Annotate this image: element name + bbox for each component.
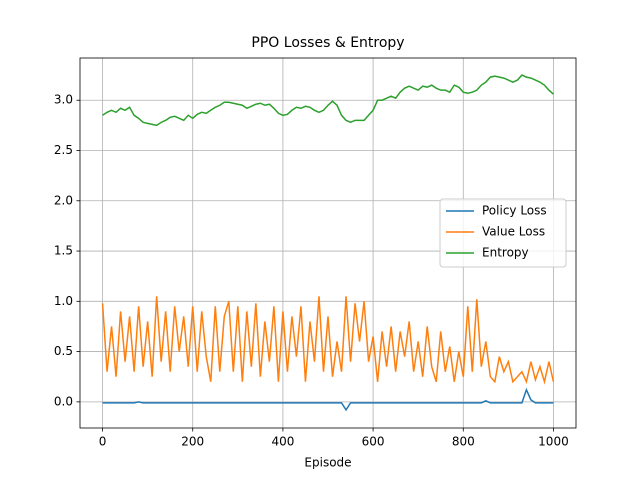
legend-box: [439, 198, 567, 268]
x-tick-label: 400: [271, 435, 294, 449]
y-tick-label: 2.5: [54, 143, 73, 157]
x-tick-label: 800: [452, 435, 475, 449]
series-line: [102, 74, 554, 127]
y-tick-label: 0.0: [54, 394, 73, 408]
legend: Policy Loss Value Loss Entropy: [439, 198, 567, 268]
x-tick-label: 200: [181, 435, 204, 449]
y-tick-label: 0.5: [54, 344, 73, 358]
series-line: [101, 296, 555, 385]
legend-label: Policy Loss: [482, 204, 547, 218]
y-tick-label: 2.0: [54, 193, 73, 207]
x-tick-label: 1000: [538, 435, 569, 449]
chart-title: PPO Losses & Entropy: [251, 35, 404, 51]
y-tick-label: 3.0: [54, 93, 73, 107]
legend-label: Entropy: [482, 246, 529, 260]
series-line: [102, 387, 554, 412]
y-tick-label: 1.5: [54, 244, 73, 258]
legend-label: Value Loss: [482, 225, 545, 239]
x-axis-label: Episode: [304, 456, 351, 470]
plot-frame: [79, 57, 577, 429]
x-tick-label: 600: [362, 435, 385, 449]
x-tick-label: 0: [99, 435, 107, 449]
y-tick-label: 1.0: [54, 294, 73, 308]
